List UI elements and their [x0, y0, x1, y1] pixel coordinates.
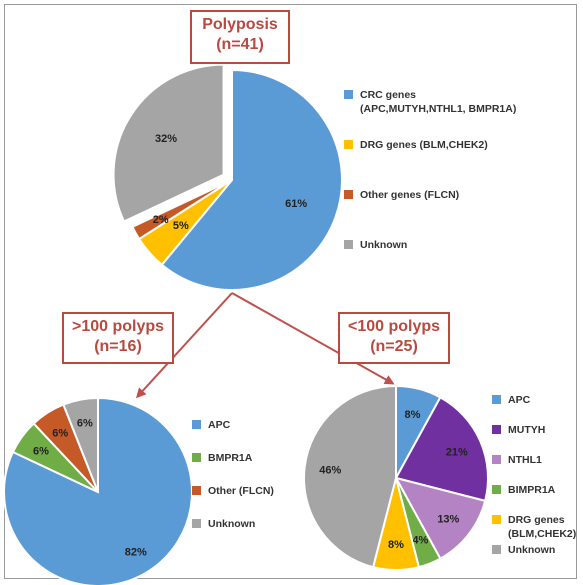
legend-label: Other (FLCN)	[208, 485, 274, 497]
title-box-polyposis: Polyposis (n=41)	[190, 10, 290, 64]
title-under-100-line1: <100 polyps	[347, 318, 441, 335]
slice-label-nthl1: 13%	[437, 514, 459, 526]
legend-label: Other genes (FLCN)	[360, 189, 459, 201]
title-over-100-line1: >100 polyps	[71, 318, 165, 335]
title-box-over-100-polyps: >100 polyps (n=16)	[62, 312, 174, 364]
pie-slice-other-genes-flcn	[131, 179, 233, 241]
slice-label-mutyh: 21%	[446, 447, 468, 459]
legend-label: BIMPR1A	[508, 484, 556, 496]
legend-label: Unknown	[508, 544, 555, 556]
pie-slice-unknown	[112, 63, 225, 223]
legend-label: BMPR1A	[208, 452, 253, 464]
legend-item-other-genes-flcn: Other genes (FLCN)	[344, 189, 459, 201]
legend-label: Unknown	[360, 239, 407, 251]
legend-label: DRG genes	[508, 514, 565, 526]
slice-label-bmpr1a: 6%	[33, 446, 49, 458]
slice-label-unknown: 46%	[319, 465, 341, 477]
slice-label-apc: 82%	[125, 547, 147, 559]
pie-slice-unknown	[62, 396, 99, 493]
legend-item-nthl1: NTHL1	[492, 454, 542, 466]
pie-polyposis: 61% 5% 2% 32%	[112, 63, 343, 291]
legend-swatch	[492, 545, 501, 554]
legend-label: APC	[208, 419, 231, 431]
legend-item-unknown: Unknown	[492, 544, 555, 556]
legend-polyposis: CRC genes (APC,MUTYH,NTHL1, BMPR1A) DRG ge…	[344, 89, 516, 251]
slice-label-unknown: 32%	[155, 133, 177, 145]
legend-swatch	[492, 425, 501, 434]
arrow-to-over-100	[135, 292, 233, 399]
legend-label: Unknown	[208, 518, 255, 530]
slice-label-bimpr1a: 4%	[412, 535, 428, 547]
legend-item-bimpr1a: BIMPR1A	[492, 484, 556, 496]
legend-item-unknown: Unknown	[344, 239, 407, 251]
legend-item-bmpr1a: BMPR1A	[192, 452, 253, 464]
legend-swatch	[192, 453, 201, 462]
legend-label: CRC genes	[360, 89, 416, 101]
legend-swatch	[344, 190, 353, 199]
slice-label-other-genes-flcn: 2%	[153, 214, 169, 226]
connector-arrows	[135, 292, 395, 399]
slice-label-other-flcn: 6%	[52, 427, 68, 439]
title-polyposis-line1: Polyposis	[202, 16, 278, 33]
slice-label-unknown: 6%	[77, 418, 93, 430]
legend-item-apc: APC	[192, 419, 231, 431]
legend-swatch	[344, 90, 353, 99]
slice-label-apc: 8%	[405, 409, 421, 421]
legend-over-100-polyps: APC BMPR1A Other (FLCN) Unknown	[192, 419, 274, 530]
legend-label: DRG genes (BLM,CHEK2)	[360, 139, 488, 151]
legend-swatch	[492, 455, 501, 464]
legend-swatch	[492, 395, 501, 404]
pie-slice-nthl1	[394, 476, 487, 560]
legend-swatch	[192, 420, 201, 429]
legend-under-100-polyps: APC MUTYH NTHL1 BIMPR1A DRG genes (BLM,CHEK2)…	[492, 394, 576, 556]
legend-label: (BLM,CHEK2)	[508, 528, 576, 540]
slice-label-crc-genes-apc-mutyh-nthl1-bmpr1a: 61%	[285, 198, 307, 210]
legend-label: NTHL1	[508, 454, 542, 466]
legend-item-drg-genes-blm-chek2: DRG genes (BLM,CHEK2)	[492, 514, 576, 540]
legend-swatch	[192, 519, 201, 528]
title-box-under-100-polyps: <100 polyps (n=25)	[338, 312, 450, 364]
legend-label: (APC,MUTYH,NTHL1, BMPR1A)	[360, 103, 516, 115]
title-polyposis-line2: (n=41)	[216, 36, 264, 53]
legend-swatch	[192, 486, 201, 495]
legend-swatch	[492, 485, 501, 494]
title-over-100-line2: (n=16)	[94, 338, 142, 355]
arrow-to-under-100	[231, 292, 395, 385]
slice-label-drg-genes-blm-chek2: 5%	[173, 220, 189, 232]
pie-over-100-polyps: 82%6%6%6%	[3, 396, 193, 585]
pie-slice-unknown	[303, 384, 397, 569]
legend-item-unknown: Unknown	[192, 518, 255, 530]
legend-swatch	[492, 515, 501, 524]
legend-label: MUTYH	[508, 424, 545, 436]
pie-slice-mutyh	[394, 396, 489, 503]
legend-swatch	[344, 240, 353, 249]
legend-item-drg-genes-blm-chek2: DRG genes (BLM,CHEK2)	[344, 139, 488, 151]
pie-under-100-polyps: 8% 21% 13% 4% 8% 46%	[303, 384, 489, 571]
legend-item-mutyh: MUTYH	[492, 424, 545, 436]
slice-label-drg-genes-blm-chek2: 8%	[388, 539, 404, 551]
legend-item-apc: APC	[492, 394, 531, 406]
title-under-100-line2: (n=25)	[370, 338, 418, 355]
legend-item-other-flcn: Other (FLCN)	[192, 485, 274, 497]
legend-label: APC	[508, 394, 531, 406]
legend-swatch	[344, 140, 353, 149]
pie-slice-apc	[3, 396, 193, 585]
pie-slice-crc-genes-apc-mutyh-nthl1-bmpr1a	[160, 68, 343, 291]
legend-item-crc-genes-apc-mutyh-nthl1-bmpr1a: CRC genes (APC,MUTYH,NTHL1, BMPR1A)	[344, 89, 516, 115]
